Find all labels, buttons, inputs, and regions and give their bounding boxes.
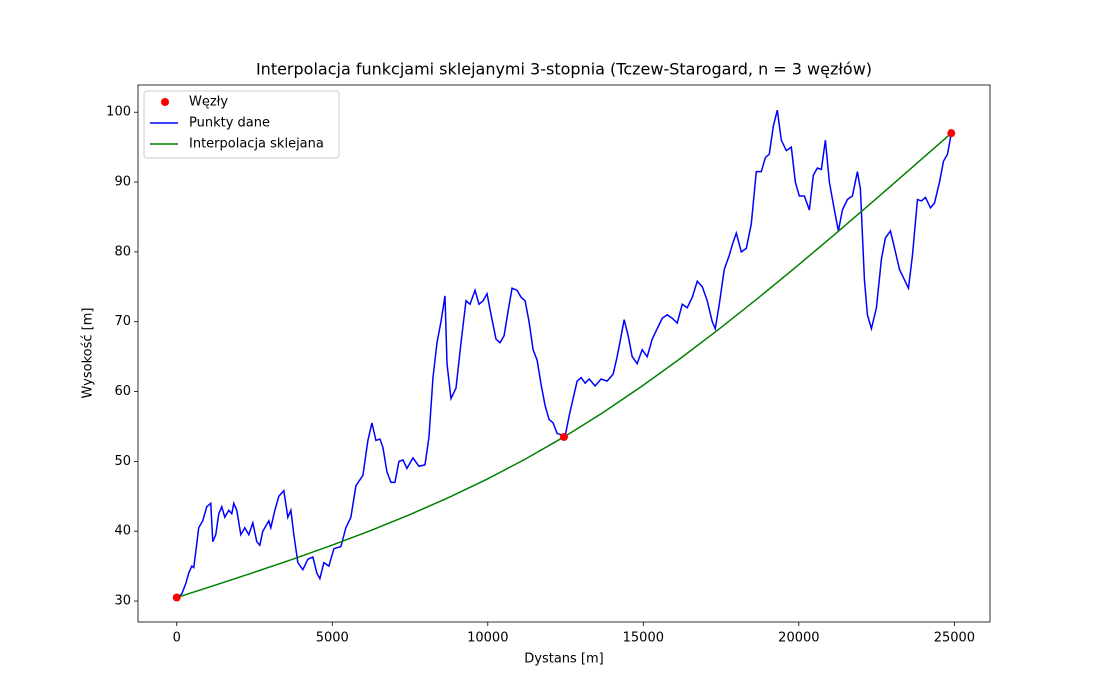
x-tick-label: 25000 [934, 631, 975, 646]
plot-frame [137, 84, 991, 623]
y-tick-label: 60 [114, 384, 131, 399]
node-point [560, 432, 568, 441]
x-axis-label: Dystans [m] [524, 652, 604, 667]
y-tick-label: 100 [106, 105, 131, 120]
legend-label: Interpolacja sklejana [189, 137, 324, 152]
node-point [172, 593, 181, 602]
legend-label: Węzły [189, 95, 228, 110]
legend-marker [161, 98, 169, 106]
legend-label: Punkty dane [189, 116, 270, 131]
legend-box [143, 90, 340, 159]
node-point [947, 129, 956, 138]
x-tick-label: 20000 [778, 631, 819, 646]
chart-title: Interpolacja funkcjami sklejanymi 3-stop… [256, 60, 872, 79]
y-tick-label: 90 [114, 175, 131, 190]
x-tick-label: 0 [173, 631, 181, 646]
data-line [176, 109, 953, 599]
y-tick-label: 30 [114, 594, 131, 609]
y-tick-label: 80 [114, 244, 131, 259]
y-tick-label: 40 [114, 524, 131, 539]
y-tick-label: 70 [114, 314, 131, 329]
x-tick-label: 10000 [467, 631, 508, 646]
x-tick-label: 15000 [623, 631, 664, 646]
y-tick-label: 50 [114, 454, 131, 469]
y-axis-label: Wysokość [m] [81, 308, 96, 399]
x-tick-label: 5000 [316, 631, 349, 646]
